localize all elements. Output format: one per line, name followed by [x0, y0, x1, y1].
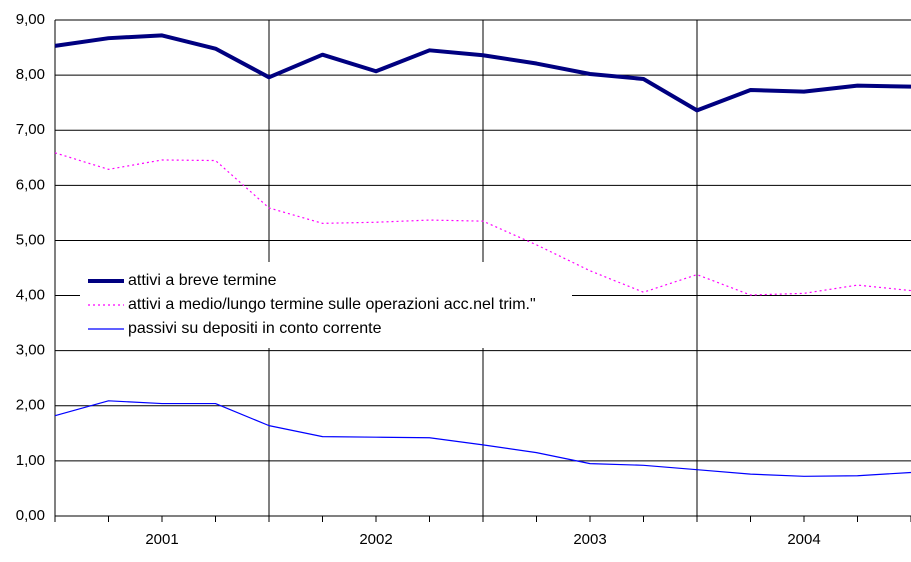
x-tick-label: 2001	[145, 531, 178, 548]
series-line	[54, 33, 911, 113]
legend-item: passivi su depositi in conto corrente	[86, 320, 566, 338]
legend-item: attivi a breve termine	[86, 272, 566, 290]
y-tick-label: 3,00	[16, 342, 45, 359]
legend: attivi a breve termine attivi a medio/lun…	[80, 262, 572, 348]
legend-swatch	[88, 279, 124, 283]
series-line	[54, 400, 911, 477]
y-tick-label: 0,00	[16, 507, 45, 524]
legend-label: attivi a breve termine	[128, 272, 277, 289]
legend-item: attivi a medio/lungo termine sulle opera…	[86, 296, 566, 314]
legend-swatch	[88, 328, 124, 330]
legend-label: attivi a medio/lungo termine sulle opera…	[128, 296, 536, 313]
x-tick-label: 2003	[573, 531, 606, 548]
y-tick-label: 5,00	[16, 231, 45, 248]
y-tick-label: 4,00	[16, 287, 45, 304]
y-tick-label: 9,00	[16, 11, 45, 28]
x-tick-label: 2004	[787, 531, 820, 548]
y-tick-label: 7,00	[16, 121, 45, 138]
y-tick-label: 6,00	[16, 176, 45, 193]
y-tick-label: 2,00	[16, 397, 45, 414]
x-tick-label: 2002	[359, 531, 392, 548]
legend-label: passivi su depositi in conto corrente	[128, 320, 382, 337]
y-tick-label: 8,00	[16, 66, 45, 83]
y-tick-label: 1,00	[16, 452, 45, 469]
series-line	[54, 152, 911, 296]
legend-swatch	[88, 304, 124, 306]
